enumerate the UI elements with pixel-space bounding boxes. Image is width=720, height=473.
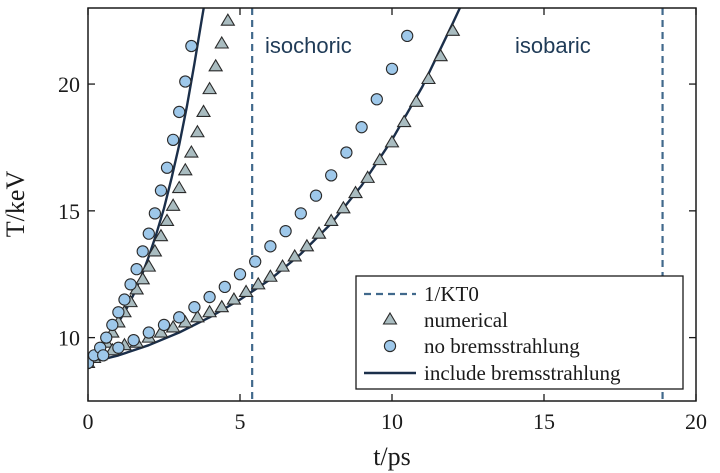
no-bremsstrahlung-point-isochoric-12 [154,184,168,197]
legend-triangle-swatch [382,311,398,325]
legend-label-1-kt0: 1/KT0 [424,282,479,306]
no-bremsstrahlung-point-isochoric-11 [148,207,162,220]
no-bremsstrahlung-point-isobaric-10 [249,255,262,268]
no-bremsstrahlung-point-isochoric-7 [124,278,137,291]
x-tick-label-20: 20 [685,409,707,434]
no-bremsstrahlung-point-isobaric-4 [157,318,171,332]
no-bremsstrahlung-point-isobaric-16 [340,146,353,159]
no-bremsstrahlung-point-isobaric-0 [97,349,110,362]
numerical-point-isochoric-10 [141,259,157,272]
no-bremsstrahlung-point-isochoric-5 [112,306,125,319]
numerical-point-isochoric-23 [220,13,236,26]
y-tick-label-15: 15 [58,199,80,224]
numerical-point-isochoric-16 [177,162,193,176]
numerical-point-isochoric-21 [208,58,224,72]
numerical-point-isochoric-18 [189,124,205,138]
x-axis-label: t/ps [373,442,411,471]
no-bremsstrahlung-point-isochoric-3 [100,331,113,344]
no-bremsstrahlung-point-isobaric-9 [233,268,247,281]
numerical-point-isobaric-16 [287,248,303,262]
no-bremsstrahlung-point-isobaric-1 [112,341,125,354]
no-bremsstrahlung-point-isobaric-19 [385,62,399,76]
numerical-point-isochoric-20 [202,81,218,95]
numerical-point-isobaric-13 [250,276,266,290]
x-tick-label-15: 15 [533,409,555,434]
numerical-point-isobaric-22 [360,170,376,183]
legend: 1/KT0 numerical no bremsstrahlung includ… [355,275,684,390]
numerical-point-isobaric-10 [214,299,230,313]
no-bremsstrahlung-point-isobaric-7 [203,290,216,304]
x-tick-label-10: 10 [381,409,403,434]
numerical-point-isobaric-29 [445,23,461,36]
no-bremsstrahlung-point-isochoric-17 [185,39,198,53]
y-tick-label-10: 10 [58,326,80,351]
numerical-point-isobaric-12 [238,284,254,298]
legend-label-numerical: numerical [424,308,508,332]
no-bremsstrahlung-point-isobaric-18 [370,93,383,106]
annotation-isobaric: isobaric [515,33,591,58]
legend-box [355,275,684,390]
no-bremsstrahlung-point-isochoric-8 [130,263,143,276]
no-bremsstrahlung-point-isobaric-2 [127,333,140,347]
numerical-point-isochoric-15 [171,180,187,194]
numerical-point-isobaric-26 [408,94,424,107]
annotation-isochoric: isochoric [265,33,352,58]
no-bremsstrahlung-point-isobaric-5 [173,311,186,324]
x-tick-label-5: 5 [235,409,246,434]
no-bremsstrahlung-point-isochoric-13 [160,161,174,174]
numerical-point-isochoric-11 [147,243,163,257]
numerical-point-isobaric-11 [226,291,242,305]
no-bremsstrahlung-point-isobaric-13 [294,207,307,220]
no-bremsstrahlung-point-isobaric-11 [264,240,277,253]
x-tick-label-0: 0 [83,409,94,434]
y-axis-label: T/keV [1,171,30,238]
numerical-point-isobaric-23 [372,152,388,166]
numerical-point-isobaric-18 [311,226,327,239]
no-bremsstrahlung-point-isobaric-6 [188,301,201,314]
numerical-point-isobaric-21 [348,185,363,199]
numerical-point-isobaric-14 [262,269,278,282]
numerical-point-isobaric-24 [384,134,400,148]
numerical-point-isobaric-28 [433,48,449,62]
no-bremsstrahlung-point-isochoric-9 [136,245,149,258]
legend-label-include-bremsstrahlung: include bremsstrahlung [424,361,621,385]
numerical-point-isobaric-15 [275,259,291,272]
y-tick-label-20: 20 [58,72,80,97]
no-bremsstrahlung-point-isochoric-16 [179,75,192,88]
numerical-point-isobaric-5 [153,324,169,338]
numerical-point-isochoric-22 [214,35,230,49]
no-bremsstrahlung-point-isobaric-15 [325,169,338,182]
no-bremsstrahlung-point-isobaric-8 [218,280,231,294]
numerical-point-isobaric-9 [202,304,218,318]
data-layer [88,8,664,401]
no-bremsstrahlung-point-isobaric-12 [279,224,292,238]
legend-circle-swatch [383,339,397,353]
no-bremsstrahlung-point-isobaric-14 [309,189,323,202]
ticks-layer: 0 5 10 15 20 10 15 20 [58,8,707,434]
numerical-point-isochoric-12 [153,228,169,242]
numerical-point-isobaric-27 [421,71,436,85]
numerical-point-isobaric-17 [299,238,315,252]
numerical-point-isochoric-19 [196,104,211,118]
no-bremsstrahlung-point-isobaric-17 [355,121,368,134]
no-bremsstrahlung-point-isochoric-15 [173,105,186,119]
no-bremsstrahlung-point-isobaric-20 [401,29,414,43]
numerical-point-isochoric-14 [165,198,181,211]
numerical-point-isobaric-20 [335,200,351,214]
legend-label-no-bremsstrahlung: no bremsstrahlung [424,334,580,358]
numerical-point-isobaric-19 [323,213,339,227]
numerical-point-isochoric-13 [159,213,175,227]
numerical-point-isobaric-8 [189,309,205,323]
numerical-point-isochoric-9 [135,271,151,285]
numerical-point-isochoric-17 [183,144,199,158]
no-bremsstrahlung-point-isochoric-4 [106,318,119,332]
no-bremsstrahlung-point-isochoric-10 [142,227,155,240]
no-bremsstrahlung-point-isochoric-14 [166,133,180,146]
no-bremsstrahlung-point-isochoric-6 [118,293,131,306]
numerical-point-isobaric-25 [396,114,412,128]
no-bremsstrahlung-point-isobaric-3 [142,326,155,339]
